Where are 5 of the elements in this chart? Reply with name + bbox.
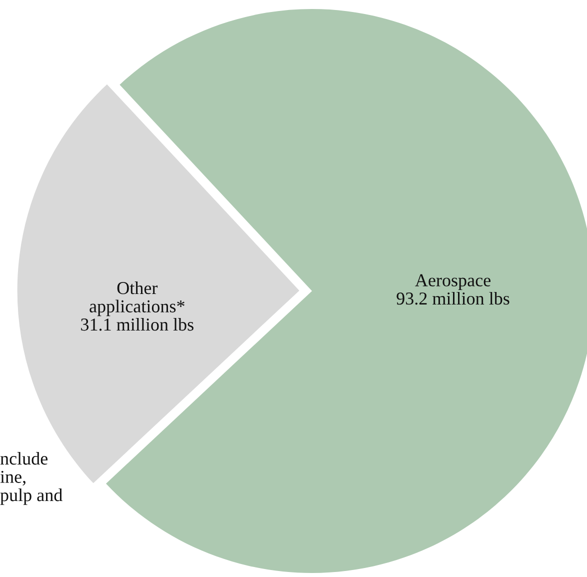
slice-label: Other applications*	[90, 281, 184, 316]
slice-label: Aerospace	[415, 274, 490, 290]
text: nclude ine, pulp and	[0, 452, 62, 505]
data-label: 93.2 million lbs	[396, 292, 510, 305]
data-label: 31.1 million lbs	[81, 318, 194, 331]
